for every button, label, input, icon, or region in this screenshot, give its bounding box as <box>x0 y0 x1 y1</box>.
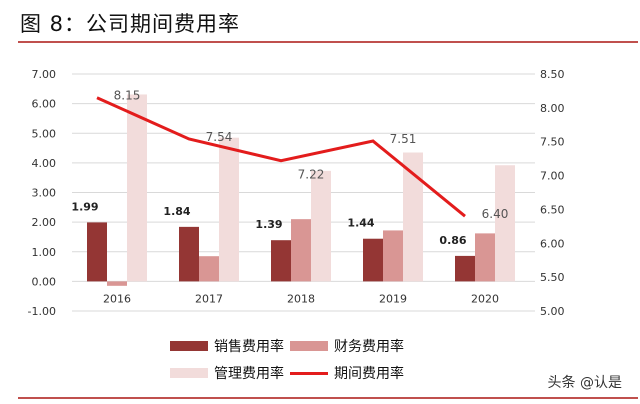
legend-item-sales: 销售费用率 <box>170 336 284 356</box>
bar-1-2017 <box>199 256 219 282</box>
x-tick-label: 2019 <box>379 292 407 305</box>
bar-1-2019 <box>383 230 403 282</box>
chart-title: 图 8：公司期间费用率 <box>20 12 241 36</box>
period-expense-line <box>96 96 466 218</box>
x-tick-label: 2016 <box>103 292 131 305</box>
left-tick-label: 1.00 <box>32 246 57 259</box>
bar-data-label: 1.39 <box>255 218 282 231</box>
legend-label: 期间费用率 <box>334 366 404 382</box>
legend-swatch <box>170 368 208 378</box>
bar-0-2018 <box>271 240 291 282</box>
bar-data-label: 1.84 <box>163 205 190 218</box>
left-tick-label: -1.00 <box>28 305 56 318</box>
bar-2-2017 <box>219 137 239 282</box>
legend-label: 管理费用率 <box>214 366 284 382</box>
bar-2-2016 <box>127 94 147 282</box>
bar-2-2020 <box>495 165 515 282</box>
line-data-label: 7.22 <box>298 168 325 182</box>
right-tick-label: 6.50 <box>540 203 565 216</box>
left-tick-label: 3.00 <box>32 187 57 200</box>
right-tick-label: 7.00 <box>540 170 565 183</box>
left-tick-label: 0.00 <box>32 275 57 288</box>
legend-item-period: 期间费用率 <box>290 363 404 383</box>
right-tick-label: 5.50 <box>540 271 565 284</box>
title-divider <box>18 41 638 43</box>
legend-swatch <box>290 341 328 351</box>
bar-data-label: 0.86 <box>439 234 466 247</box>
line-data-label: 8.15 <box>114 89 141 103</box>
x-tick-label: 2020 <box>471 292 499 305</box>
line-data-label: 6.40 <box>482 207 509 221</box>
left-tick-label: 4.00 <box>32 157 57 170</box>
bar-0-2020 <box>455 255 475 282</box>
bar-data-label: 1.99 <box>71 200 98 213</box>
legend-label: 销售费用率 <box>214 339 284 355</box>
line-data-label: 7.51 <box>390 132 417 146</box>
bar-1-2020 <box>475 233 495 282</box>
right-tick-label: 8.50 <box>540 68 565 81</box>
left-tick-label: 5.00 <box>32 127 57 140</box>
x-tick-label: 2018 <box>287 292 315 305</box>
bar-0-2016 <box>87 222 107 282</box>
left-tick-label: 2.00 <box>32 216 57 229</box>
bar-2-2019 <box>403 152 423 282</box>
bottom-divider <box>18 397 638 399</box>
bar-0-2019 <box>363 238 383 282</box>
bar-data-label: 1.44 <box>347 217 374 230</box>
bar-1-2018 <box>291 219 311 282</box>
right-tick-label: 8.00 <box>540 102 565 115</box>
legend-item-finance: 财务费用率 <box>290 336 404 356</box>
bar-2-2018 <box>311 170 331 282</box>
left-tick-label: 6.00 <box>32 98 57 111</box>
right-tick-label: 5.00 <box>540 305 565 318</box>
bar-1-2016 <box>107 281 127 286</box>
right-tick-label: 7.50 <box>540 136 565 149</box>
legend-label: 财务费用率 <box>334 339 404 355</box>
x-tick-label: 2017 <box>195 292 223 305</box>
line-data-label: 7.54 <box>206 130 233 144</box>
bar-0-2017 <box>179 226 199 282</box>
legend-line <box>290 371 328 375</box>
legend-swatch <box>170 341 208 351</box>
left-tick-label: 7.00 <box>32 68 57 81</box>
right-tick-label: 6.00 <box>540 237 565 250</box>
watermark: 头条 @认是 <box>547 375 622 391</box>
legend-item-admin: 管理费用率 <box>170 363 284 383</box>
